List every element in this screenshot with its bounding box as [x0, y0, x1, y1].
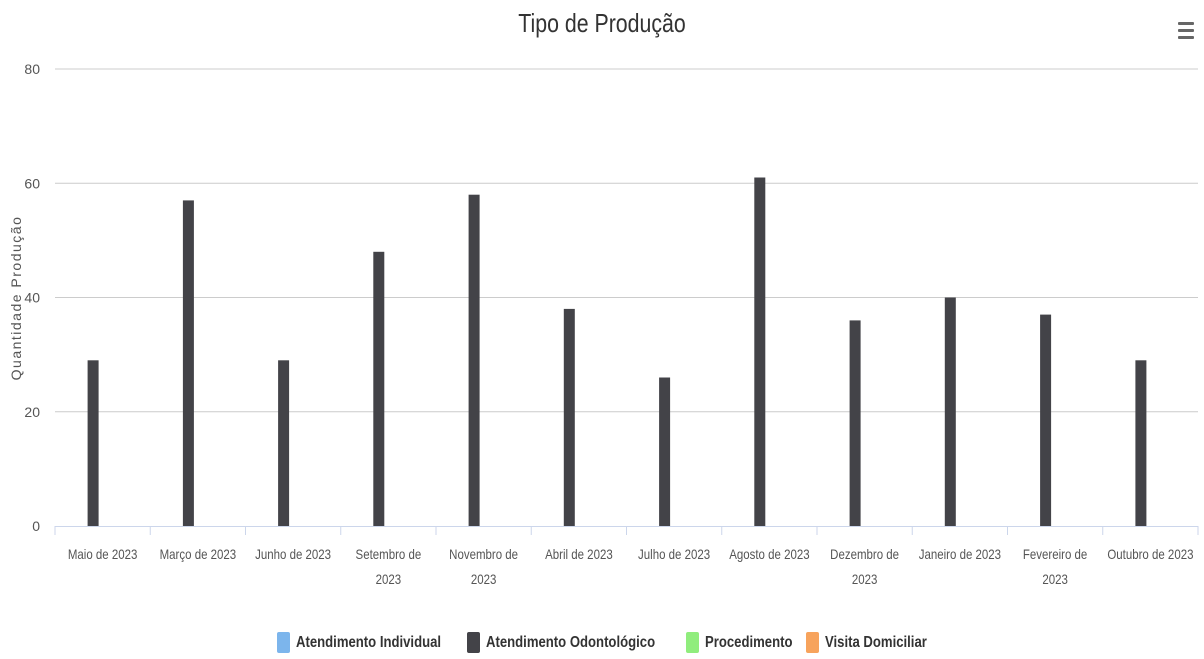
- x-tick-label: Maio de 2023: [68, 546, 138, 562]
- bar[interactable]: [563, 308, 575, 526]
- x-tick-label: Março de 2023: [160, 546, 237, 562]
- grid-lines: [55, 68, 1198, 413]
- legend-item[interactable]: Atendimento Odontológico: [466, 632, 670, 653]
- x-tick-label: Agosto de 2023: [729, 546, 809, 562]
- bar[interactable]: [182, 200, 194, 526]
- legend-item[interactable]: Atendimento Individual: [277, 632, 451, 653]
- y-tick-label: 0: [32, 518, 40, 534]
- legend-item[interactable]: Visita Domiciliar: [805, 632, 927, 653]
- x-axis: Maio de 2023 Março de 2023 Junho de 2023 Se…: [54, 526, 1199, 587]
- x-tick-label: Dezembro de 2023: [830, 546, 899, 587]
- legend-swatch: [686, 632, 700, 653]
- legend-swatch: [277, 632, 290, 653]
- legend-label: Visita Domiciliar: [824, 633, 927, 651]
- bar[interactable]: [944, 297, 956, 527]
- x-tick-label: Junho de 2023: [255, 546, 331, 562]
- bar[interactable]: [1040, 314, 1052, 526]
- y-axis-ticks: 0 20 40 60 80: [24, 61, 40, 534]
- bar[interactable]: [1135, 360, 1147, 526]
- legend-item[interactable]: Procedimento: [686, 632, 793, 653]
- chart-title: Tipo de Produção: [518, 8, 686, 38]
- y-tick-label: 60: [24, 175, 40, 191]
- bar[interactable]: [373, 251, 385, 527]
- x-tick-label: Outubro de 2023: [1107, 546, 1193, 562]
- legend-label: Procedimento: [705, 633, 793, 651]
- legend-swatch: [466, 632, 480, 653]
- x-tick-label: Julho de 2023: [638, 546, 710, 562]
- x-tick-label: Novembro de 2023: [449, 546, 518, 587]
- bar[interactable]: [468, 194, 480, 526]
- y-tick-label: 40: [24, 290, 40, 306]
- legend: Atendimento Individual Atendimento Odonto…: [0, 632, 1204, 658]
- x-tick-label: Abril de 2023: [545, 546, 613, 562]
- x-tick-label: Setembro de 2023: [356, 546, 422, 587]
- x-tick-label: Fevereiro de 2023: [1023, 546, 1087, 587]
- y-tick-label: 80: [24, 61, 40, 77]
- bars: [87, 177, 1147, 527]
- chart-menu-button[interactable]: [1178, 22, 1194, 40]
- x-tick-label: Janeiro de 2023: [919, 546, 1001, 562]
- legend-label: Atendimento Odontológico: [485, 633, 655, 651]
- bar[interactable]: [87, 360, 99, 526]
- plot-area: 0 20 40 60 80 Quantidade Produção Maio de 20…: [8, 61, 1199, 587]
- legend-label: Atendimento Individual: [296, 633, 442, 651]
- bar[interactable]: [754, 177, 766, 527]
- y-tick-label: 20: [24, 404, 40, 420]
- bar[interactable]: [659, 377, 671, 527]
- bar[interactable]: [278, 360, 290, 526]
- legend-swatch: [805, 632, 819, 653]
- bar[interactable]: [849, 320, 861, 526]
- y-axis-label: Quantidade Produção: [8, 216, 24, 381]
- hamburger-menu-icon: [1178, 22, 1194, 25]
